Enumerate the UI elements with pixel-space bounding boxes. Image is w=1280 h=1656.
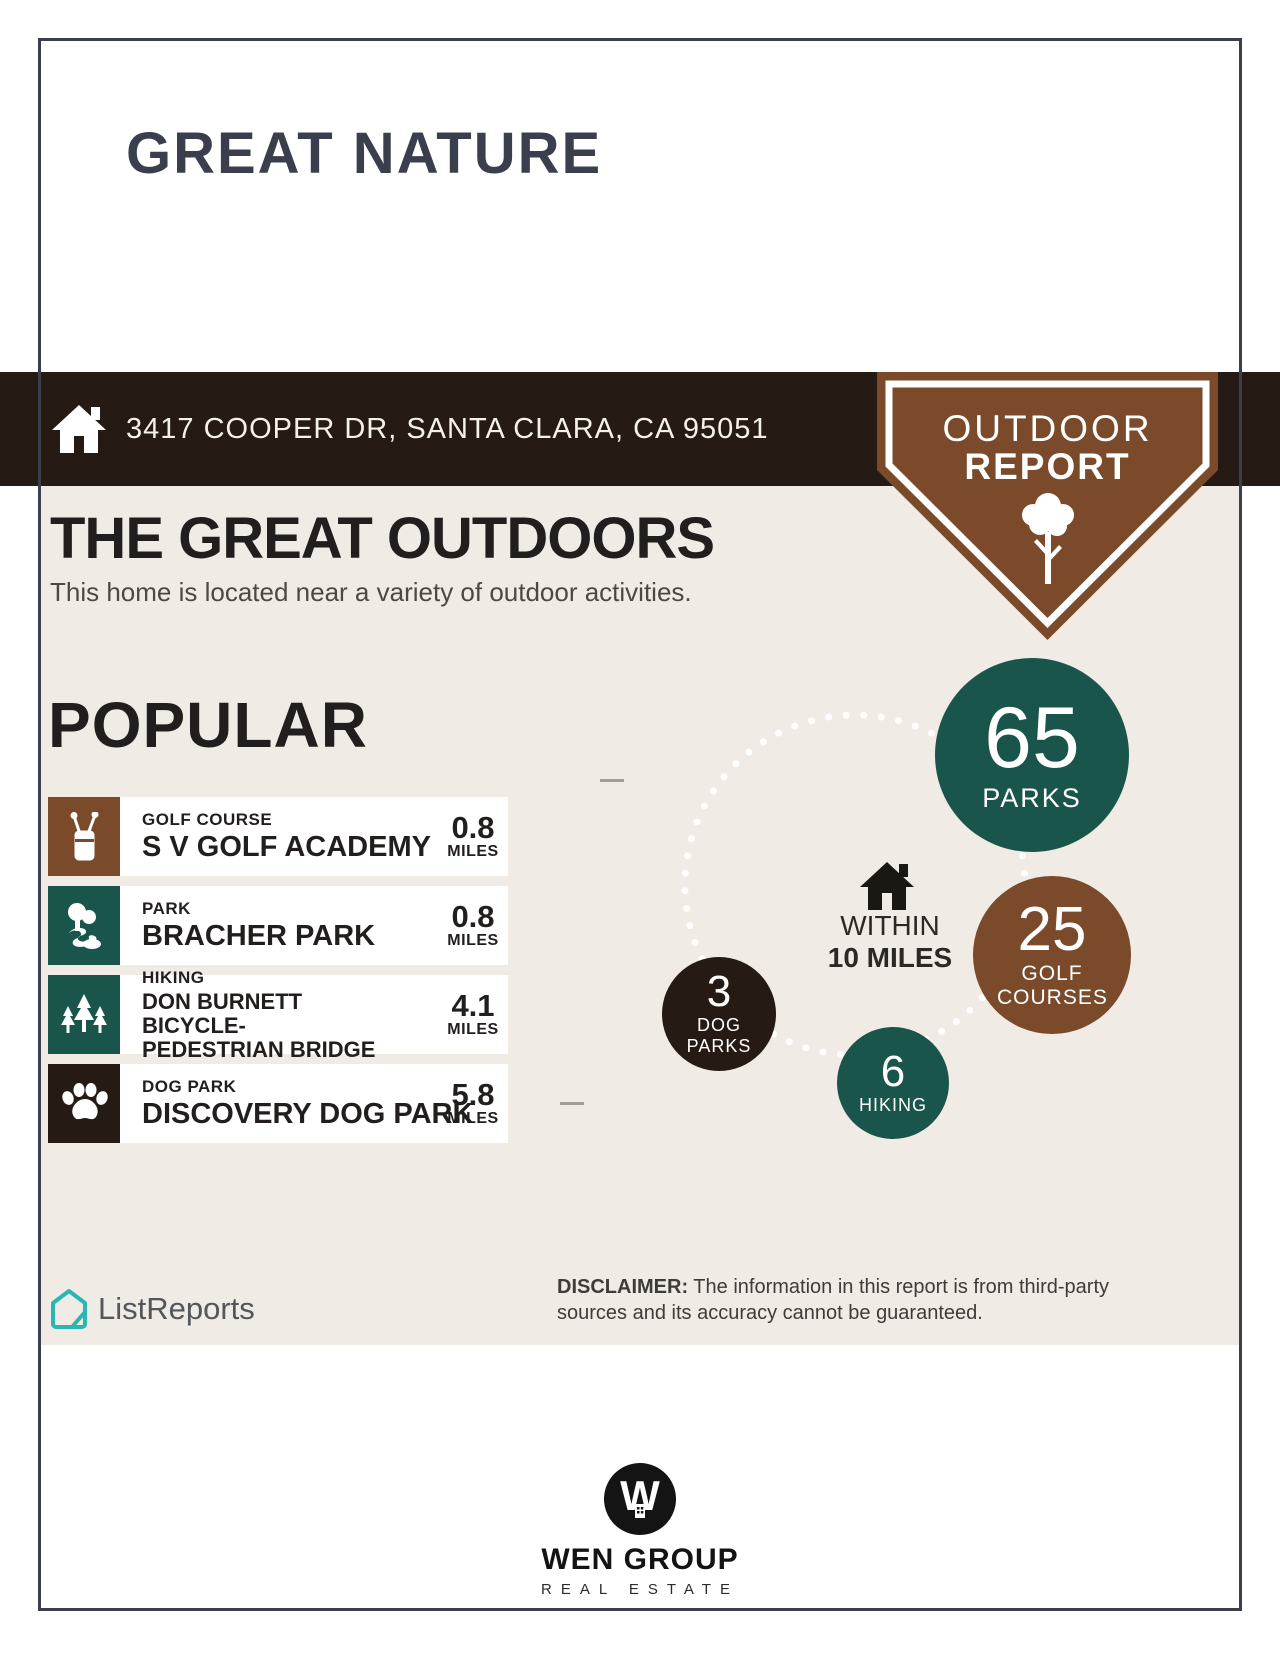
- item-name: DON BURNETT BICYCLE-PEDESTRIAN BRIDGE: [142, 988, 376, 1062]
- item-category: HIKING: [142, 967, 205, 987]
- tree-icon: [1021, 493, 1074, 584]
- wen-monogram-badge: W: [603, 1462, 677, 1536]
- paw-icon: [62, 1082, 108, 1119]
- parks-stat-circle: 65 PARKS: [935, 658, 1129, 852]
- item-name: DISCOVERY DOG PARK: [142, 1098, 474, 1130]
- badge-line2: REPORT: [964, 446, 1131, 487]
- company-logo: W WEN GROUP REAL ESTATE: [0, 1462, 1280, 1598]
- golf-courses-label: GOLF COURSES: [997, 962, 1108, 1009]
- park-icon-box: [48, 886, 120, 965]
- property-address: 3417 COOPER DR, SANTA CLARA, CA 95051: [126, 412, 769, 445]
- distance-unit: MILES: [447, 843, 499, 860]
- item-distance: 0.8 MILES: [428, 886, 518, 965]
- center-home-icon: [860, 862, 914, 910]
- distance-unit: MILES: [447, 1021, 499, 1038]
- popular-heading: POPULAR: [48, 689, 368, 761]
- within-label: WITHIN: [840, 910, 940, 941]
- distance-value: 0.8: [451, 899, 495, 934]
- park-tree-icon: [68, 902, 101, 949]
- hiking-count: 6: [880, 1046, 906, 1096]
- item-category: DOG PARK: [142, 1077, 237, 1096]
- popular-item-golf-course: GOLF COURSE S V GOLF ACADEMY 0.8 MILES: [48, 797, 508, 876]
- hiking-stat-circle: 6 HIKING: [837, 1027, 949, 1139]
- dog-parks-label: DOG PARKS: [686, 1015, 752, 1056]
- popular-item-hiking: HIKING DON BURNETT BICYCLE-PEDESTRIAN BR…: [48, 968, 508, 1061]
- company-tagline: REAL ESTATE: [541, 1581, 739, 1598]
- company-name: WEN GROUP: [541, 1543, 739, 1576]
- dog-parks-stat-circle: 3 DOG PARKS: [662, 957, 776, 1071]
- pine-trees-icon: [61, 993, 107, 1033]
- badge-line1: OUTDOOR: [942, 408, 1153, 449]
- item-distance: 0.8 MILES: [428, 797, 518, 876]
- item-distance: 4.1 MILES: [428, 975, 518, 1054]
- leader-dash: [560, 1102, 584, 1105]
- golf-courses-stat-circle: 25 GOLF COURSES: [973, 876, 1131, 1034]
- item-distance: 5.8 MILES: [428, 1064, 518, 1143]
- golf-icon-box: [48, 797, 120, 876]
- listreports-wordmark: ListReports: [98, 1291, 255, 1326]
- outdoor-report-badge: OUTDOOR REPORT: [877, 372, 1218, 640]
- hiking-label: HIKING: [858, 1094, 927, 1115]
- disclaimer-text: The information in this report is from t…: [557, 1276, 1110, 1324]
- wen-monogram-icon: W: [604, 1463, 676, 1535]
- leader-dash: [600, 779, 624, 782]
- disclaimer: DISCLAIMER: The information in this repo…: [557, 1274, 1177, 1326]
- distance-unit: MILES: [447, 932, 499, 949]
- dog-parks-count: 3: [706, 967, 732, 1016]
- golf-courses-count: 25: [1017, 895, 1087, 964]
- item-category: PARK: [142, 899, 191, 918]
- disclaimer-label: DISCLAIMER:: [557, 1276, 689, 1298]
- distance-value: 5.8: [451, 1077, 495, 1112]
- page-title: GREAT NATURE: [126, 121, 603, 186]
- listreports-house-icon: [51, 1289, 87, 1329]
- radius-label: 10 MILES: [827, 942, 953, 973]
- section-subheading: This home is located near a variety of o…: [50, 577, 692, 607]
- golf-bag-icon: [70, 811, 99, 860]
- parks-label: PARKS: [982, 782, 1082, 813]
- listreports-logo: ListReports: [50, 1288, 255, 1330]
- popular-item-park: PARK BRACHER PARK 0.8 MILES: [48, 886, 508, 965]
- home-icon: [52, 405, 106, 453]
- item-name: BRACHER PARK: [142, 920, 376, 952]
- distance-value: 4.1: [451, 988, 495, 1023]
- section-heading: THE GREAT OUTDOORS: [50, 506, 715, 571]
- item-category: GOLF COURSE: [142, 810, 273, 829]
- hiking-icon-box: [48, 975, 120, 1054]
- popular-item-dog-park: DOG PARK DISCOVERY DOG PARK 5.8 MILES: [48, 1064, 508, 1143]
- dog-park-icon-box: [48, 1064, 120, 1143]
- item-name: S V GOLF ACADEMY: [142, 831, 431, 863]
- parks-count: 65: [984, 689, 1080, 786]
- distance-unit: MILES: [447, 1110, 499, 1127]
- distance-value: 0.8: [451, 810, 495, 845]
